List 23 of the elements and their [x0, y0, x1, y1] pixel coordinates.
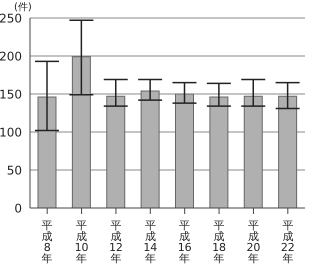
x-tick-label: 平成22年: [280, 219, 295, 265]
y-tick-label: 100: [0, 125, 22, 140]
bar: [278, 96, 298, 208]
y-axis-title: (件): [14, 1, 32, 14]
bar: [209, 96, 228, 208]
bar: [175, 94, 194, 208]
bar: [38, 96, 56, 208]
bar: [106, 96, 126, 208]
y-tick-label: 200: [0, 49, 22, 64]
bar: [140, 90, 160, 208]
bar: [244, 96, 263, 208]
bar: [72, 56, 91, 208]
x-tick-label: 平成10年: [74, 219, 89, 265]
x-tick-label: 平成16年: [178, 219, 192, 265]
x-tick-label: 平成12年: [108, 219, 123, 265]
x-tick-label: 平成20年: [246, 219, 260, 265]
y-tick-label: 50: [6, 163, 22, 178]
y-tick-label: 150: [0, 87, 22, 102]
x-tick-label: 平成18年: [212, 219, 226, 265]
x-tick-label: 平成14年: [143, 219, 158, 265]
y-tick-label: 250: [0, 11, 22, 26]
y-tick-label: 0: [14, 201, 22, 216]
x-tick-label: 平成8年: [42, 219, 53, 265]
